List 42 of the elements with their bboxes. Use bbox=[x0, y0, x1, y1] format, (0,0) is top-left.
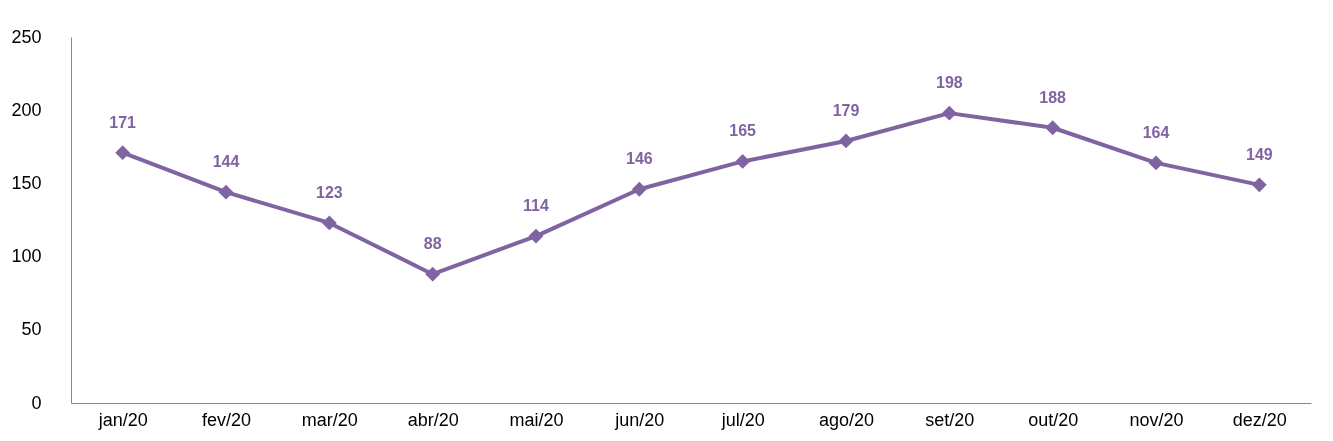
x-tick-label: ago/20 bbox=[818, 409, 875, 430]
point bbox=[941, 105, 957, 121]
y-tick-label: 200 bbox=[11, 99, 42, 120]
y-tick-label: 0 bbox=[31, 392, 42, 413]
y-tick-label: 150 bbox=[11, 172, 42, 193]
data-label: 88 bbox=[423, 235, 442, 253]
x-tick-label: mai/20 bbox=[509, 409, 564, 430]
x-tick-label: fev/20 bbox=[201, 409, 252, 430]
data-label: 149 bbox=[1245, 145, 1273, 163]
x-tick-label: out/20 bbox=[1028, 409, 1079, 430]
point bbox=[115, 145, 131, 161]
data-label: 114 bbox=[523, 197, 550, 215]
point bbox=[1148, 155, 1164, 171]
data-label: 146 bbox=[625, 150, 653, 168]
data-label: 123 bbox=[315, 183, 343, 201]
x-tick-label: jul/20 bbox=[720, 409, 765, 430]
point bbox=[735, 154, 751, 169]
data-label: 171 bbox=[109, 113, 137, 131]
data-label: 164 bbox=[1142, 123, 1170, 141]
x-tick-label: set/20 bbox=[925, 409, 975, 430]
y-tick-label: 250 bbox=[11, 26, 42, 47]
point bbox=[838, 133, 854, 149]
x-tick-label: dez/20 bbox=[1232, 409, 1287, 430]
x-tick-label: abr/20 bbox=[407, 409, 459, 430]
y-tick-label: 100 bbox=[11, 246, 42, 267]
point bbox=[321, 215, 337, 231]
data-label: 179 bbox=[832, 101, 860, 119]
point bbox=[1045, 120, 1061, 136]
point bbox=[218, 184, 234, 200]
x-tick-label: jun/20 bbox=[614, 409, 665, 430]
x-tick-label: mar/20 bbox=[301, 409, 358, 430]
data-label: 188 bbox=[1039, 88, 1067, 106]
point bbox=[528, 228, 544, 244]
point bbox=[425, 266, 441, 282]
data-label: 144 bbox=[212, 153, 240, 171]
x-tick-label: nov/20 bbox=[1129, 409, 1184, 430]
point bbox=[631, 181, 647, 197]
data-label: 165 bbox=[729, 122, 757, 140]
y-tick-label: 50 bbox=[21, 319, 42, 340]
x-tick-label: jan/20 bbox=[97, 409, 148, 430]
data-label: 198 bbox=[935, 74, 963, 92]
point bbox=[1251, 177, 1267, 193]
